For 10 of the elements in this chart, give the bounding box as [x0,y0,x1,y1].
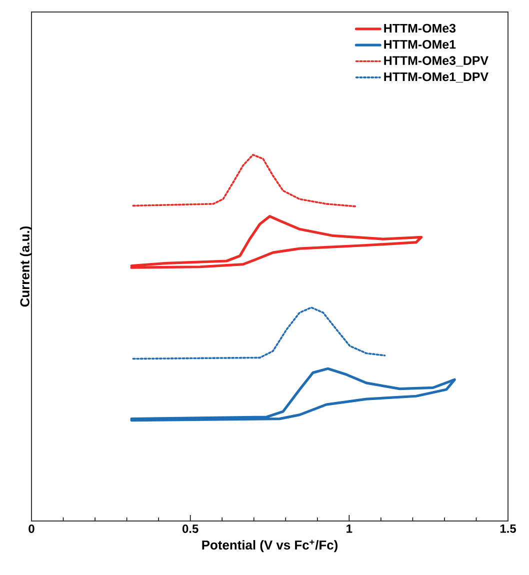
legend-label: HTTM-OMe3_DPV [384,56,488,66]
x-tick-label: 1 [346,524,352,533]
legend-label: HTTM-OMe1 [384,40,456,49]
legend-label: HTTM-OMe1_DPV [384,72,488,83]
x-tick-label: 1.5 [500,524,516,533]
x-tick-label: 0 [28,524,34,533]
y-axis-title: Current (a.u.) [20,226,32,307]
x-axis-title: Potential (V vs Fc$^{+}$/Fc) [202,540,338,552]
legend-label: HTTM-OMe3 [384,24,456,33]
x-tick-label: 0.5 [182,524,198,533]
